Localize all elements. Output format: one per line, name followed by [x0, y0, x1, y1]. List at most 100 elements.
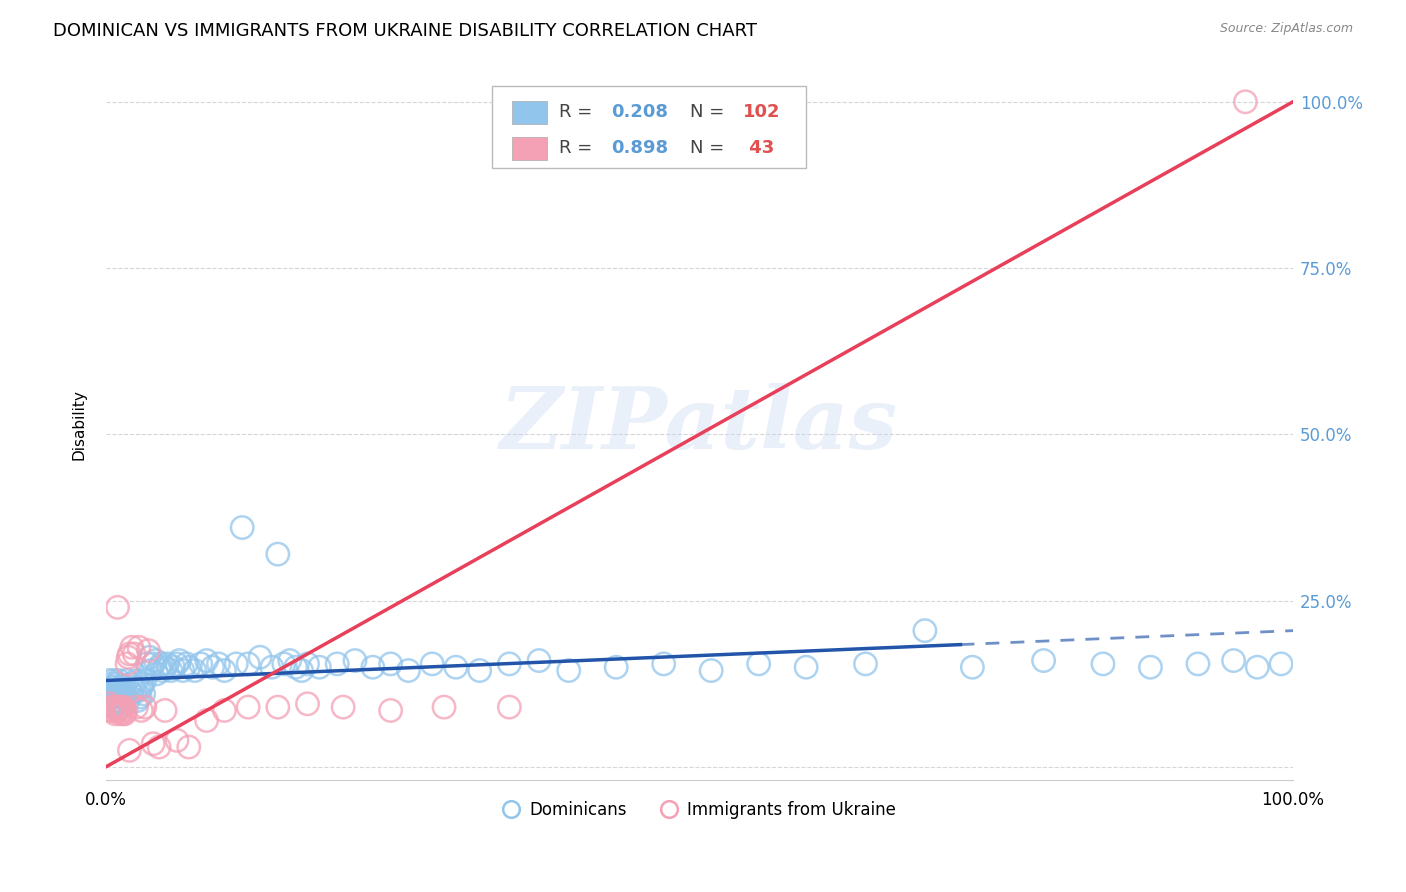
Point: [605, 660, 627, 674]
Point: [129, 680, 152, 694]
Point: [195, 714, 218, 728]
Point: [1091, 657, 1114, 671]
Point: [115, 703, 138, 717]
Point: [498, 657, 520, 671]
Y-axis label: Disability: Disability: [72, 389, 86, 460]
Point: [142, 737, 165, 751]
Point: [150, 657, 173, 671]
Point: [112, 706, 135, 721]
Point: [125, 673, 148, 688]
Point: [160, 664, 183, 678]
Point: [122, 680, 145, 694]
Point: [120, 677, 142, 691]
Point: [129, 703, 152, 717]
Point: [98, 697, 121, 711]
Point: [117, 693, 139, 707]
Point: [214, 703, 236, 717]
Point: [100, 700, 122, 714]
Point: [166, 657, 188, 671]
Point: [284, 660, 307, 674]
Text: 102: 102: [744, 103, 780, 121]
Point: [278, 654, 301, 668]
Point: [236, 657, 259, 671]
Point: [139, 664, 162, 678]
Point: [195, 654, 218, 668]
Point: [107, 600, 129, 615]
Point: [138, 650, 160, 665]
Point: [177, 660, 200, 674]
Point: [214, 664, 236, 678]
Point: [107, 700, 129, 714]
Point: [162, 660, 184, 674]
Point: [111, 687, 134, 701]
Point: [183, 664, 205, 678]
Point: [107, 703, 129, 717]
Point: [380, 657, 402, 671]
Point: [962, 660, 984, 674]
Point: [110, 680, 132, 694]
Point: [148, 739, 170, 754]
Point: [134, 700, 156, 714]
Point: [794, 660, 817, 674]
Point: [153, 660, 176, 674]
Point: [148, 660, 170, 674]
Point: [557, 664, 579, 678]
Text: R =: R =: [560, 103, 598, 121]
Point: [236, 700, 259, 714]
Point: [176, 657, 198, 671]
Point: [98, 673, 121, 688]
Point: [124, 683, 146, 698]
Point: [112, 700, 135, 714]
Point: [207, 657, 229, 671]
Point: [380, 703, 402, 717]
Point: [118, 647, 141, 661]
Point: [420, 657, 443, 671]
Point: [129, 690, 152, 705]
Point: [1032, 654, 1054, 668]
Point: [103, 673, 125, 688]
Point: [101, 690, 124, 705]
Point: [267, 547, 290, 561]
Point: [128, 640, 150, 655]
Point: [308, 660, 330, 674]
Point: [104, 693, 127, 707]
Point: [105, 683, 128, 698]
Point: [125, 700, 148, 714]
Text: R =: R =: [560, 139, 598, 157]
Bar: [512, 101, 547, 124]
Text: DOMINICAN VS IMMIGRANTS FROM UKRAINE DISABILITY CORRELATION CHART: DOMINICAN VS IMMIGRANTS FROM UKRAINE DIS…: [53, 22, 758, 40]
Point: [260, 660, 283, 674]
Point: [121, 687, 143, 701]
Text: 0.208: 0.208: [612, 103, 668, 121]
Point: [267, 700, 290, 714]
Point: [131, 677, 153, 691]
Point: [107, 677, 129, 691]
Point: [652, 657, 675, 671]
Point: [100, 683, 122, 698]
Point: [297, 657, 319, 671]
Point: [128, 683, 150, 698]
Point: [468, 664, 491, 678]
Point: [498, 700, 520, 714]
Point: [700, 664, 723, 678]
Text: N =: N =: [690, 139, 730, 157]
Point: [122, 647, 145, 661]
Point: [855, 657, 877, 671]
Point: [152, 664, 174, 678]
Point: [290, 664, 312, 678]
Point: [105, 690, 128, 705]
FancyBboxPatch shape: [492, 87, 806, 169]
Point: [110, 700, 132, 714]
Point: [138, 643, 160, 657]
Point: [145, 666, 167, 681]
Point: [326, 657, 349, 671]
Point: [111, 703, 134, 717]
Text: 43: 43: [744, 139, 775, 157]
Point: [114, 706, 136, 721]
Point: [748, 657, 770, 671]
Point: [132, 687, 155, 701]
Point: [100, 697, 122, 711]
Point: [107, 697, 129, 711]
Bar: [512, 136, 547, 160]
Point: [118, 683, 141, 698]
